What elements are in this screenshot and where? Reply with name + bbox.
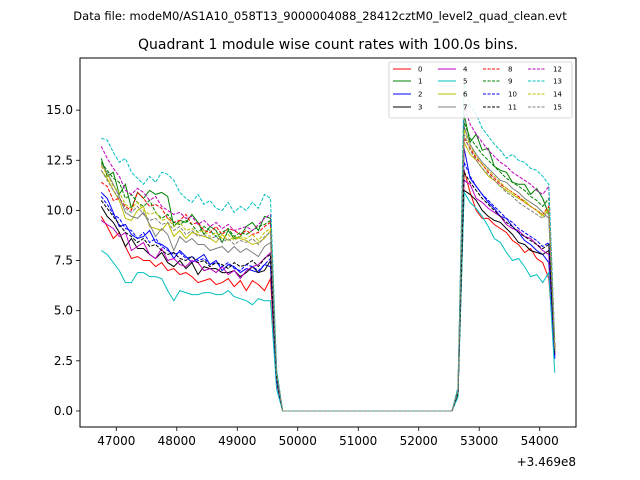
legend-label-4: 4 [463, 66, 468, 74]
series-line-14 [100, 130, 556, 412]
x-tick-label: 50000 [279, 434, 317, 448]
x-axis: 47000 48000 49000 50000 51000 52000 53000 54000 [97, 427, 559, 448]
y-tick-label: 7.5 [54, 254, 73, 268]
series-line-8 [100, 136, 556, 412]
legend-label-15: 15 [553, 104, 562, 112]
legend-label-1: 1 [418, 78, 422, 86]
legend-label-9: 9 [508, 78, 512, 86]
x-tick-label: 48000 [158, 434, 196, 448]
legend-label-3: 3 [418, 104, 422, 112]
plot-lines [100, 83, 556, 412]
series-line-6 [100, 141, 556, 412]
legend-label-5: 5 [463, 78, 467, 86]
plot-frame [79, 57, 577, 428]
series-line-11 [100, 170, 556, 412]
y-tick-label: 2.5 [54, 354, 73, 368]
legend-label-6: 6 [463, 91, 468, 99]
x-tick-label: 51000 [339, 434, 377, 448]
series-line-15 [100, 134, 556, 412]
y-tick-label: 12.5 [46, 153, 73, 167]
y-tick-label: 5.0 [54, 304, 73, 318]
series-line-13 [101, 83, 556, 412]
legend-label-11: 11 [508, 104, 517, 112]
suptitle: Data file: modeM0/AS1A10_058T13_90000040… [73, 9, 567, 23]
legend-label-0: 0 [418, 66, 422, 74]
y-tick-label: 10.0 [46, 203, 73, 217]
legend-label-12: 12 [553, 66, 562, 74]
series-line-9 [100, 122, 556, 412]
x-tick-label: 54000 [521, 434, 559, 448]
legend-label-7: 7 [463, 104, 467, 112]
legend-label-14: 14 [553, 91, 562, 99]
y-tick-label: 15.0 [46, 103, 73, 117]
x-tick-label: 53000 [460, 434, 498, 448]
x-tick-label: 47000 [97, 434, 135, 448]
legend-frame [388, 61, 573, 119]
legend-label-2: 2 [418, 91, 422, 99]
legend-label-13: 13 [553, 78, 562, 86]
chart-title: Quadrant 1 module wise count rates with … [138, 37, 518, 53]
y-tick-label: 0.0 [54, 404, 73, 418]
x-tick-label: 52000 [400, 434, 438, 448]
y-axis: 0.0 2.5 5.0 7.5 10.0 12.5 15.0 [46, 103, 80, 418]
legend-label-10: 10 [508, 91, 517, 99]
series-line-2 [100, 148, 556, 412]
series-line-12 [100, 105, 556, 412]
legend-label-8: 8 [508, 66, 512, 74]
x-offset-label: +3.469e8 [517, 455, 576, 469]
x-tick-label: 49000 [218, 434, 256, 448]
